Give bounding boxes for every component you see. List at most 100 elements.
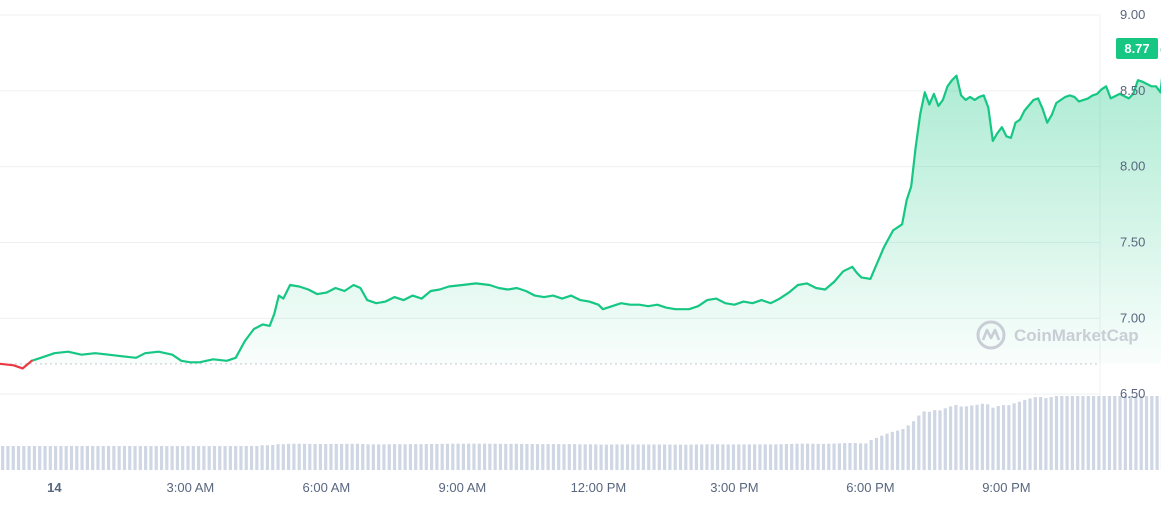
last-price-label: 8.77 [1124,41,1149,56]
volume-bar [896,431,899,470]
volume-bar [192,446,195,470]
x-tick-label: 14 [47,480,62,495]
volume-bar [377,444,380,470]
last-price-badge: 8.77 [1116,38,1158,59]
volume-bar [954,405,957,470]
y-tick-label: 8.50 [1120,83,1145,98]
volume-bar [504,444,507,470]
volume-bar [171,446,174,470]
volume-bar [28,446,31,470]
volume-bar [65,446,68,470]
volume-bar [727,444,730,470]
volume-bar [1156,396,1159,470]
volume-bar [1145,396,1148,470]
volume-bar [578,444,581,470]
volume-bar [811,444,814,470]
volume-bar [764,444,767,470]
volume-bar [149,446,152,470]
volume-bar [515,444,518,470]
x-tick-label: 6:00 PM [846,480,894,495]
volume-bar [1018,402,1021,470]
volume-bar [33,446,36,470]
volume-bar [483,444,486,470]
volume-bar [520,444,523,470]
volume-bar [446,444,449,470]
volume-bar [795,444,798,470]
volume-bar [525,444,528,470]
volume-bar [737,444,740,470]
volume-bar [647,445,650,470]
x-tick-label: 3:00 AM [167,480,215,495]
volume-bar [1039,397,1042,470]
volume-bar [49,446,52,470]
volume-bar [599,445,602,470]
volume-bar [880,436,883,470]
volume-bar [843,443,846,470]
volume-bar [610,445,613,470]
volume-bar [928,412,931,470]
volume-bar [1002,405,1005,470]
volume-bar [637,444,640,470]
volume-bars [1,396,1161,470]
volume-bar [870,440,873,470]
volume-bar [499,444,502,470]
volume-bar [721,444,724,470]
volume-bar [674,445,677,470]
volume-bar [80,446,83,470]
volume-bar [901,429,904,470]
volume-bar [366,444,369,470]
volume-bar [1108,396,1111,470]
volume-bar [695,445,698,470]
volume-bar [1118,396,1121,470]
y-tick-label: 8.00 [1120,159,1145,174]
volume-bar [176,446,179,470]
volume-bar [991,408,994,470]
volume-bar [1034,397,1037,470]
volume-bar [885,434,888,470]
volume-bar [276,444,279,470]
volume-bar [181,446,184,470]
volume-bar [398,444,401,470]
volume-bar [801,444,804,470]
volume-bar [774,444,777,470]
volume-bar [907,425,910,470]
volume-bar [822,444,825,470]
volume-bar [1092,396,1095,470]
volume-bar [335,444,338,470]
volume-bar [388,444,391,470]
volume-bar [229,446,232,470]
volume-bar [970,405,973,470]
volume-bar [128,446,131,470]
volume-bar [753,444,756,470]
volume-bar [255,446,258,470]
volume-bar [981,404,984,470]
volume-bar [547,444,550,470]
volume-bar [854,443,857,470]
volume-bar [1007,405,1010,470]
volume-bar [139,446,142,470]
volume-bar [621,444,624,470]
volume-bar [472,444,475,470]
volume-bar [891,432,894,470]
volume-bar [705,444,708,470]
x-tick-label: 12:00 PM [571,480,627,495]
volume-bar [59,446,62,470]
volume-bar [1060,396,1063,470]
volume-bar [456,444,459,470]
volume-bar [409,444,412,470]
volume-bar [314,444,317,470]
watermark-text: CoinMarketCap [1014,326,1139,345]
volume-bar [986,404,989,470]
volume-bar [202,446,205,470]
volume-bar [742,444,745,470]
volume-bar [780,444,783,470]
volume-bar [589,444,592,470]
volume-bar [1134,396,1137,470]
volume-bar [690,445,693,470]
volume-bar [303,444,306,470]
volume-bar [441,444,444,470]
volume-bar [160,446,163,470]
volume-bar [430,444,433,470]
